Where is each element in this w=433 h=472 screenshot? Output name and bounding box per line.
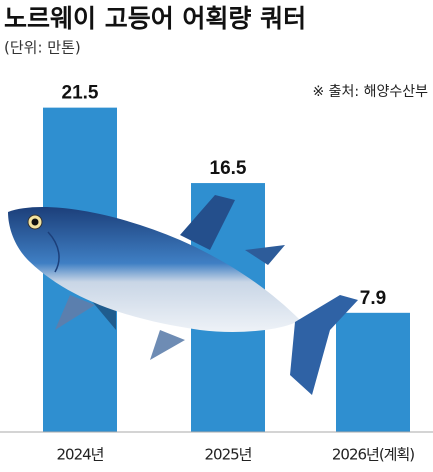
x-tick-label: 2024년 — [57, 446, 104, 464]
source: ※ 출처: 해양수산부 — [312, 84, 428, 100]
value-label: 16.5 — [210, 158, 247, 179]
fish-illustration — [8, 195, 358, 395]
value-label: 21.5 — [62, 83, 99, 104]
value-label: 7.9 — [360, 288, 386, 309]
x-tick-label: 2026년(계획) — [332, 446, 414, 464]
bar — [336, 312, 410, 432]
x-tick-label: 2025년 — [205, 446, 252, 464]
chart-subtitle: (단위: 만톤) — [4, 39, 81, 57]
chart-title: 노르웨이 고등어 어획량 쿼터 — [4, 4, 306, 33]
